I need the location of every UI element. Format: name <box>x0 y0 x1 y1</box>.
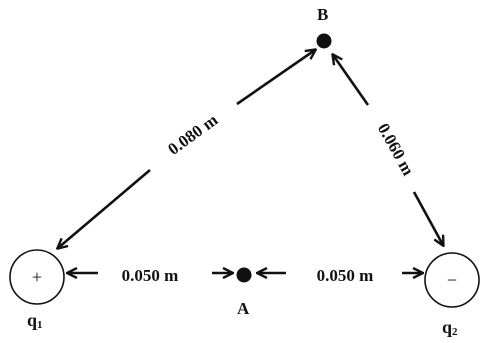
distance-arrow-q2-b-upper <box>333 55 370 106</box>
distance-arrow-q1-b-upper <box>236 50 315 106</box>
distance-label-q2-b: 0.060 m <box>374 120 418 179</box>
charge-q2-name-sub: 2 <box>452 326 458 338</box>
point-a-label: A <box>237 299 250 318</box>
distance-label-a-q2: 0.050 m <box>317 266 374 285</box>
charge-q1-name-sub: 1 <box>37 319 43 331</box>
charge-q1-sign: + <box>32 267 42 287</box>
distance-arrow-q1-b-lower <box>58 169 151 248</box>
charge-q2-name-main: q <box>442 317 452 337</box>
charge-q1-circle <box>9 249 65 305</box>
charge-q2-sign: − <box>447 270 457 290</box>
distance-label-q1-b: 0.080 m <box>164 110 221 159</box>
distance-arrow-q2-b-lower <box>412 191 443 245</box>
charge-q2-name: q2 <box>442 317 458 338</box>
point-b-dot <box>316 33 332 49</box>
charge-q1-name: q1 <box>27 310 43 331</box>
point-a-dot <box>236 267 252 283</box>
charge-q1-name-main: q <box>27 310 37 330</box>
distance-label-q1-a: 0.050 m <box>122 266 179 285</box>
point-b-label: B <box>317 5 328 24</box>
charge-q2-circle <box>424 252 480 308</box>
